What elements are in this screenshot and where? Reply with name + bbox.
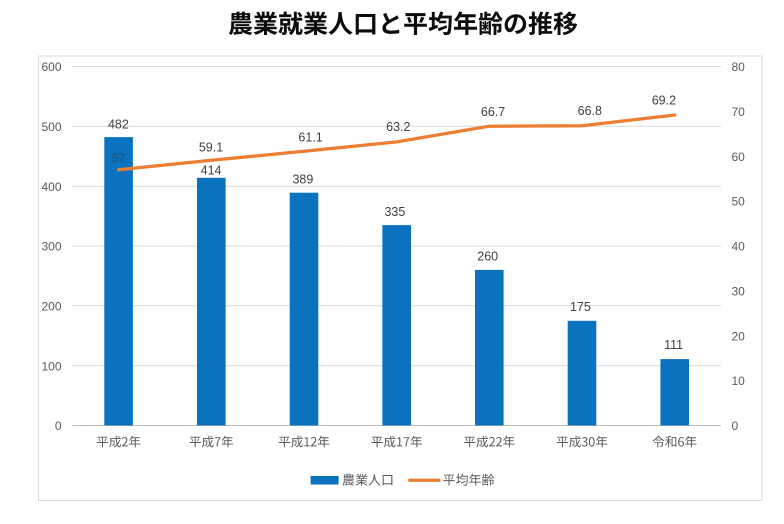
svg-text:66.7: 66.7: [481, 105, 505, 119]
svg-text:0: 0: [55, 419, 62, 433]
svg-text:400: 400: [41, 180, 61, 194]
svg-text:414: 414: [201, 163, 222, 177]
svg-text:100: 100: [41, 359, 61, 373]
svg-text:59.1: 59.1: [199, 140, 223, 154]
svg-text:500: 500: [41, 120, 61, 134]
svg-text:300: 300: [41, 240, 61, 254]
svg-text:57: 57: [112, 151, 126, 165]
svg-text:389: 389: [292, 173, 313, 187]
svg-text:60: 60: [732, 150, 746, 164]
svg-text:335: 335: [384, 205, 405, 219]
svg-text:20: 20: [732, 329, 746, 343]
svg-text:600: 600: [41, 60, 61, 74]
svg-text:10: 10: [732, 374, 746, 388]
svg-text:175: 175: [570, 300, 591, 314]
svg-text:61.1: 61.1: [298, 130, 322, 144]
svg-text:40: 40: [732, 240, 746, 254]
svg-text:69.2: 69.2: [652, 94, 676, 108]
svg-text:0: 0: [732, 419, 739, 433]
svg-text:50: 50: [732, 195, 746, 209]
svg-text:111: 111: [664, 338, 683, 352]
svg-text:63.2: 63.2: [386, 120, 410, 134]
svg-text:200: 200: [41, 299, 61, 313]
svg-text:260: 260: [477, 250, 498, 264]
svg-text:66.8: 66.8: [578, 104, 602, 118]
svg-text:80: 80: [732, 60, 746, 74]
svg-text:70: 70: [732, 105, 746, 119]
svg-text:30: 30: [732, 285, 746, 299]
svg-text:482: 482: [108, 118, 129, 132]
